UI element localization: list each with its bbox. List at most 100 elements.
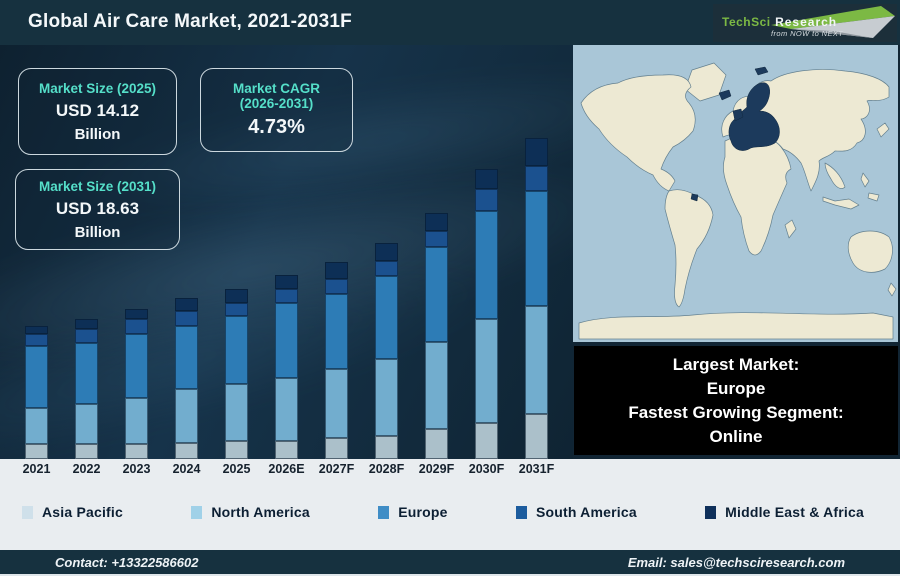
bar-segment-asia-pacific (325, 438, 348, 459)
x-axis-label-2024: 2024 (172, 462, 201, 476)
bar-segment-south-america (325, 279, 348, 294)
legend-swatch-icon (378, 505, 390, 519)
bar-segment-middle-east-africa (75, 319, 98, 329)
bar-2024 (175, 298, 198, 459)
bar-segment-south-america (425, 231, 448, 247)
bar-segment-north-america (325, 369, 348, 438)
bar-segment-asia-pacific (175, 443, 198, 459)
bar-2030F (475, 169, 498, 459)
bar-segment-asia-pacific (475, 423, 498, 459)
bar-segment-middle-east-africa (225, 289, 248, 303)
legend: Asia Pacific North America Europe South Ame… (0, 500, 900, 524)
bar-2027F (325, 262, 348, 459)
bar-segment-middle-east-africa (25, 326, 48, 334)
footer-bar: Contact: +13322586602 Email: sales@techs… (0, 550, 900, 576)
legend-swatch-icon (515, 505, 527, 519)
bottom-strip: 2021 2022 2023 2024 2025 2026E 2027F 2028F 2029F… (0, 459, 900, 550)
bar-segment-south-america (175, 311, 198, 326)
bar-2029F (425, 213, 448, 459)
x-axis-label-2030F: 2030F (468, 462, 505, 476)
bar-segment-asia-pacific (425, 429, 448, 459)
legend-label: Middle East & Africa (725, 504, 864, 520)
bar-2021 (25, 326, 48, 459)
stat-title: Market Size (2031) (38, 178, 157, 194)
bar-segment-europe (175, 326, 198, 389)
bar-segment-middle-east-africa (275, 275, 298, 289)
bar-segment-north-america (175, 389, 198, 443)
bar-segment-europe (75, 343, 98, 404)
stat-box-market-size-2031: Market Size (2031) USD 18.63 Billion (15, 169, 180, 250)
bar-segment-north-america (375, 359, 398, 436)
bar-segment-south-america (25, 334, 48, 346)
stat-title: Market CAGR (232, 81, 321, 96)
bar-segment-south-america (525, 166, 548, 191)
world-map (573, 45, 898, 342)
stat-unit: Billion (74, 125, 121, 143)
bar-2022 (75, 319, 98, 459)
x-axis-label-2031F: 2031F (518, 462, 555, 476)
x-axis-label-2029F: 2029F (418, 462, 455, 476)
x-axis-label-2023: 2023 (122, 462, 151, 476)
stat-title: Market Size (2025) (38, 80, 157, 96)
bar-segment-europe (475, 211, 498, 319)
legend-swatch-icon (191, 505, 203, 519)
bar-segment-asia-pacific (25, 444, 48, 459)
bar-segment-middle-east-africa (475, 169, 498, 189)
bar-segment-south-america (375, 261, 398, 276)
bar-segment-europe (525, 191, 548, 306)
stat-value: USD 18.63 (55, 198, 140, 218)
bar-segment-south-america (275, 289, 298, 303)
stat-title: (2026-2031) (239, 96, 314, 111)
legend-item-north-america: North America (191, 504, 310, 520)
bar-2031F (525, 138, 548, 459)
bar-segment-north-america (475, 319, 498, 423)
x-axis-label-2021: 2021 (22, 462, 51, 476)
stat-value: USD 14.12 (55, 100, 140, 120)
legend-swatch-icon (705, 505, 717, 519)
stat-value: 4.73% (248, 116, 305, 138)
bar-segment-south-america (225, 303, 248, 316)
logo-brand-research: Research (775, 15, 838, 29)
bars-layer (0, 45, 573, 459)
page-title: Global Air Care Market, 2021-2031F (28, 11, 352, 32)
bar-segment-middle-east-africa (525, 138, 548, 166)
bar-segment-asia-pacific (525, 414, 548, 459)
header-bar: Global Air Care Market, 2021-2031F TechS… (0, 0, 900, 45)
x-axis-label-2027F: 2027F (318, 462, 355, 476)
x-axis-label-2026E: 2026E (268, 462, 305, 476)
legend-label: Europe (398, 504, 448, 520)
legend-label: North America (211, 504, 310, 520)
bar-segment-north-america (125, 398, 148, 444)
caption-line: Fastest Growing Segment: (628, 403, 844, 422)
bar-segment-north-america (275, 378, 298, 441)
logo-arrow-icon (771, 6, 895, 38)
stat-unit: Billion (74, 223, 121, 241)
stat-box-market-size-2025: Market Size (2025) USD 14.12 Billion (18, 68, 177, 155)
caption-box: Largest Market: Europe Fastest Growing Seg… (574, 346, 898, 455)
logo-tagline: from NOW to NEXT (771, 29, 844, 38)
legend-label: Asia Pacific (42, 504, 123, 520)
logo-brand-techsci: TechSci (722, 15, 771, 29)
x-axis-label-2025: 2025 (222, 462, 251, 476)
bar-segment-europe (25, 346, 48, 408)
legend-item-europe: Europe (378, 504, 447, 520)
bar-segment-south-america (75, 329, 98, 343)
bar-2028F (375, 243, 398, 459)
bar-segment-europe (275, 303, 298, 378)
bar-segment-middle-east-africa (175, 298, 198, 311)
chart-area (0, 45, 573, 459)
footer-email: Email: sales@techsciresearch.com (627, 554, 845, 570)
caption-line: Online (709, 427, 763, 446)
bar-segment-north-america (25, 408, 48, 444)
bar-segment-middle-east-africa (425, 213, 448, 231)
bar-segment-europe (425, 247, 448, 342)
legend-item-south-america: South America (515, 504, 637, 520)
x-axis-label-2022: 2022 (72, 462, 101, 476)
legend-item-middle-east-africa: Middle East & Africa (705, 504, 864, 520)
bar-segment-asia-pacific (125, 444, 148, 459)
legend-item-asia-pacific: Asia Pacific (22, 504, 123, 520)
caption-line: Largest Market: (672, 355, 800, 374)
bar-segment-middle-east-africa (325, 262, 348, 279)
legend-label: South America (535, 504, 637, 520)
bar-2025 (225, 289, 248, 459)
